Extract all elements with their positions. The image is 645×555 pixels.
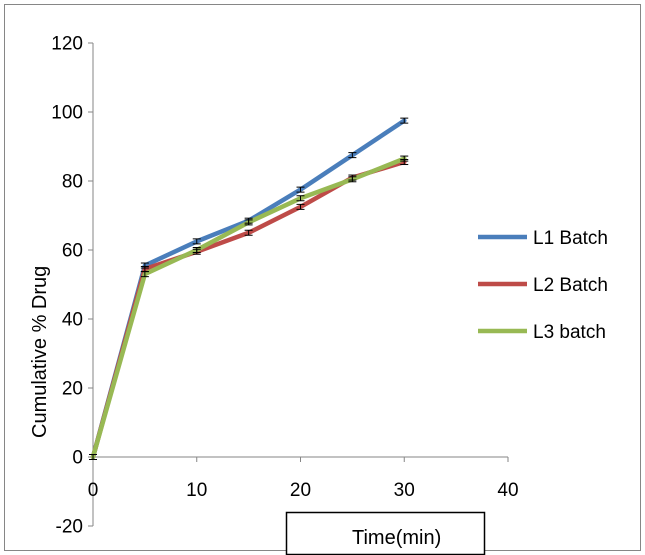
error-bar bbox=[244, 229, 253, 236]
x-axis-title-group: Time(min) bbox=[285, 511, 486, 555]
legend: L1 Batch L2 Batch L3 batch bbox=[478, 228, 608, 343]
y-tick-label: 80 bbox=[62, 172, 83, 193]
y-axis-title: Cumulative % Drug bbox=[29, 266, 51, 438]
error-bar bbox=[348, 176, 357, 183]
error-bar bbox=[89, 454, 97, 460]
error-bar bbox=[296, 186, 305, 193]
y-tick-label: 60 bbox=[62, 241, 83, 262]
x-tick-label: 10 bbox=[186, 480, 207, 501]
y-tick-label: -20 bbox=[56, 517, 83, 538]
error-bar bbox=[296, 203, 305, 210]
y-tick-label: 0 bbox=[72, 448, 83, 469]
error-bar bbox=[192, 247, 201, 253]
x-axis-title: Time(min) bbox=[352, 527, 441, 549]
error-bar bbox=[400, 117, 409, 124]
chart-border bbox=[4, 4, 641, 551]
x-axis-title-box bbox=[285, 511, 486, 555]
y-tick-label: 120 bbox=[51, 34, 83, 55]
error-bar bbox=[400, 155, 409, 162]
y-tick-label: 20 bbox=[62, 379, 83, 400]
legend-label: L3 batch bbox=[533, 322, 606, 343]
error-bar bbox=[348, 152, 357, 159]
x-tick-label: 40 bbox=[497, 480, 518, 501]
x-tick-label: 30 bbox=[394, 480, 415, 501]
y-tick-label: 100 bbox=[51, 103, 83, 124]
x-tick-label: 20 bbox=[290, 480, 311, 501]
y-tick-label: 40 bbox=[62, 310, 83, 331]
error-bar bbox=[192, 238, 201, 245]
legend-label: L1 Batch bbox=[533, 228, 608, 249]
error-bar bbox=[244, 219, 253, 226]
error-bar bbox=[296, 195, 305, 202]
y-axis-title-group: Cumulative % Drug bbox=[29, 266, 51, 438]
x-tick-label: 0 bbox=[88, 480, 99, 501]
error-bar bbox=[140, 271, 149, 278]
legend-label: L2 Batch bbox=[533, 275, 608, 296]
error-bars bbox=[89, 117, 409, 460]
